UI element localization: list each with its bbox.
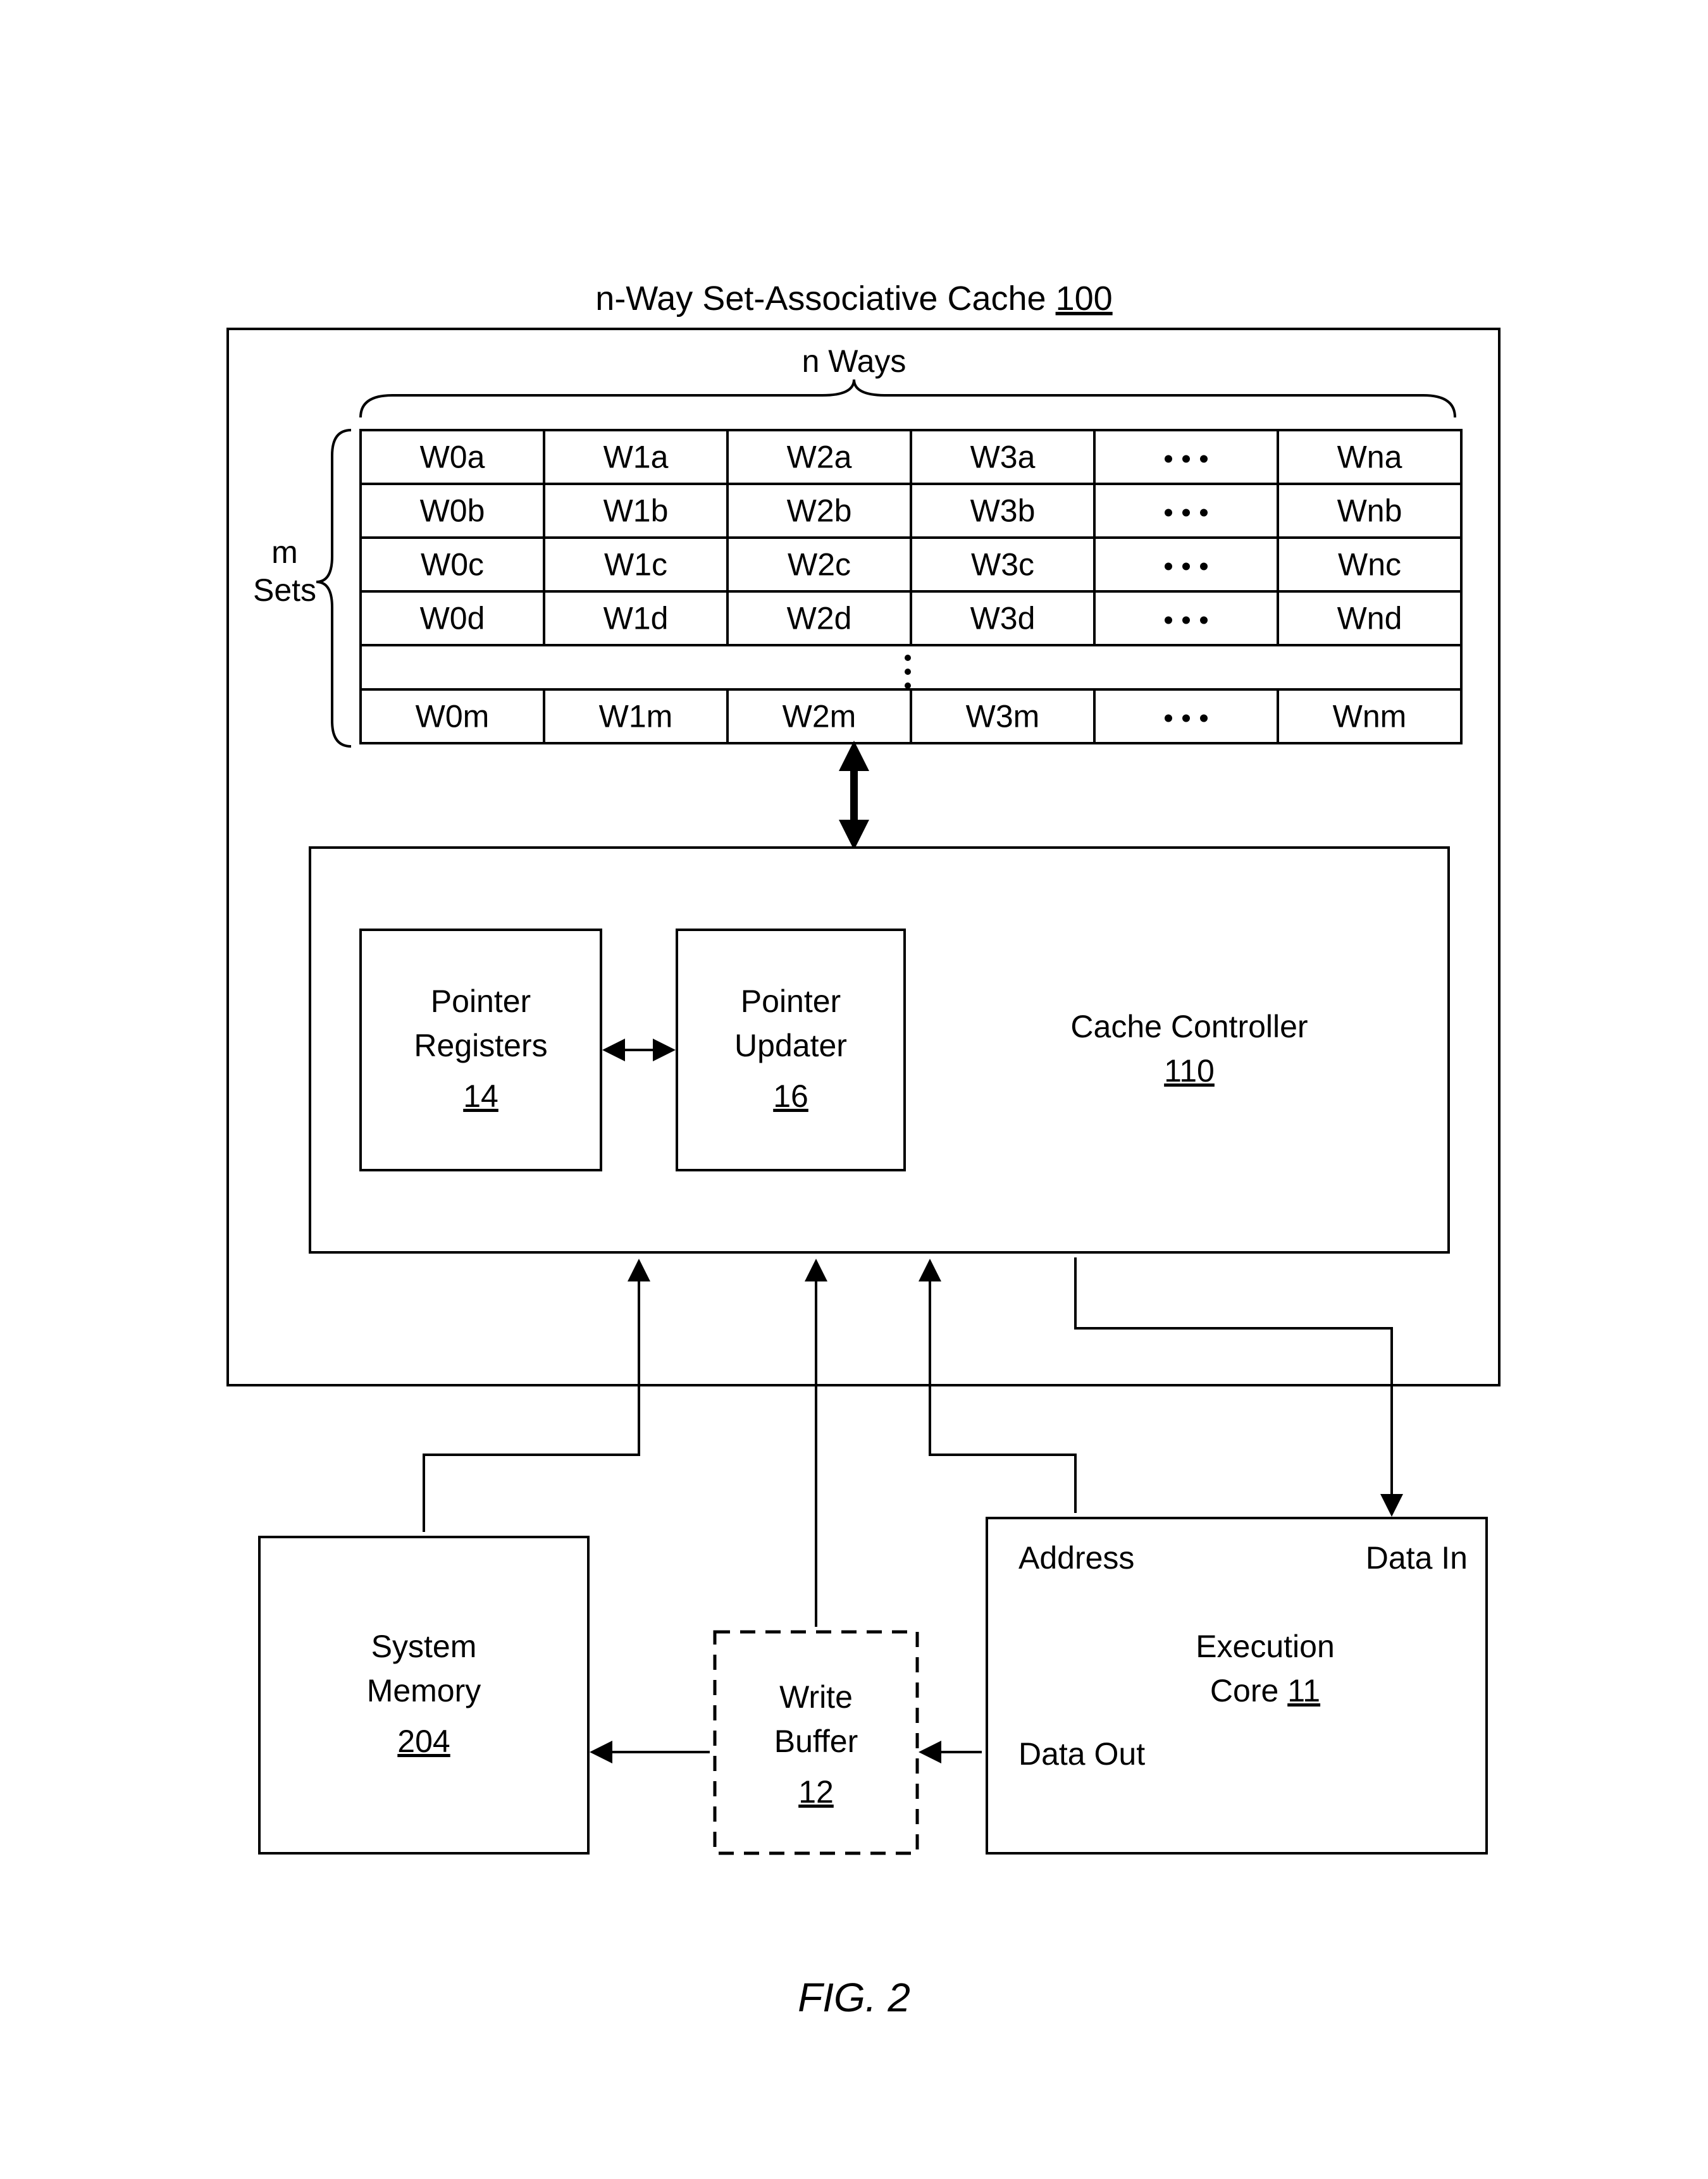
m-label: m (271, 534, 298, 570)
cache-controller-label: Cache Controller (1070, 1009, 1308, 1044)
pointer-updater-l2: Updater (734, 1028, 847, 1063)
sets-label: Sets (253, 572, 316, 608)
table-cell: W1b (603, 493, 669, 529)
table-cell: W2a (787, 440, 852, 475)
table-cell: Wnc (1338, 547, 1401, 583)
table-cell: Wnm (1333, 699, 1407, 734)
write-buffer-l2: Buffer (774, 1724, 858, 1759)
address-label: Address (1018, 1540, 1134, 1576)
table-cell: W2b (787, 493, 852, 529)
figure-label: FIG. 2 (798, 1975, 910, 2020)
table-cell: W0b (420, 493, 485, 529)
table-cell: W1c (604, 547, 667, 583)
write-buffer-l1: Write (779, 1679, 853, 1715)
table-cell: W2d (787, 601, 852, 636)
table-cell: W3d (970, 601, 1036, 636)
table-cell: W1m (599, 699, 673, 734)
table-cell: W0c (421, 547, 484, 583)
cache-controller-ref: 110 (1164, 1053, 1215, 1089)
table-cell: W3b (970, 493, 1036, 529)
pointer-updater-l1: Pointer (741, 984, 841, 1019)
table-cell: W3c (971, 547, 1034, 583)
execution-core-l1: Execution (1196, 1629, 1335, 1664)
system-memory-l1: System (371, 1629, 477, 1664)
table-cell: W3a (970, 440, 1036, 475)
table-cell: Wnd (1337, 601, 1402, 636)
table-cell: W0m (416, 699, 490, 734)
execution-core-ref: 11 (1287, 1673, 1320, 1708)
svg-text:n-Way Set-Associative Cache: n-Way Set-Associative Cache 100 (595, 280, 1112, 318)
table-ellipsis-vert (905, 655, 911, 689)
pointer-registers-l1: Pointer (431, 984, 531, 1019)
cache-table: W0a W1a W2a W3a Wna W0b W1b W2b W3b Wnb W0c W1c W2c W… (361, 430, 1461, 743)
write-buffer-ref: 12 (798, 1774, 834, 1810)
table-cell: W3m (966, 699, 1040, 734)
table-cell: W2m (783, 699, 857, 734)
table-cell: Wnb (1337, 493, 1402, 529)
diagram-title: n-Way Set-Associative Cache (595, 280, 1046, 318)
svg-text:Core 11: Core 11 (1210, 1673, 1320, 1708)
table-cell: W0d (420, 601, 485, 636)
pointer-registers-l2: Registers (414, 1028, 547, 1063)
pointer-registers-ref: 14 (463, 1078, 498, 1114)
data-in-label: Data In (1366, 1540, 1468, 1576)
table-cell: W1d (603, 601, 669, 636)
n-ways-label: n Ways (802, 343, 907, 379)
system-memory-l2: Memory (367, 1673, 481, 1708)
table-cell: W1a (603, 440, 669, 475)
execution-core-l2: Core (1210, 1673, 1278, 1708)
table-cell: W2c (788, 547, 851, 583)
table-cell: Wna (1337, 440, 1402, 475)
data-out-label: Data Out (1018, 1736, 1145, 1772)
pointer-updater-ref: 16 (773, 1078, 808, 1114)
table-cell: W0a (420, 440, 485, 475)
diagram-title-ref: 100 (1056, 280, 1113, 318)
system-memory-ref: 204 (397, 1724, 450, 1759)
